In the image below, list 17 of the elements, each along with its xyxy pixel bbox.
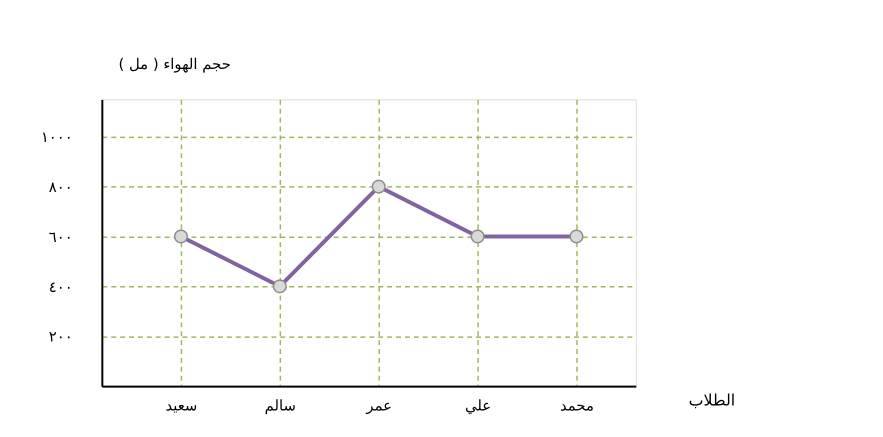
point xyxy=(372,180,386,194)
y-tick-label: ٦٠٠ xyxy=(48,228,73,246)
x-axis-title: الطلاب xyxy=(688,390,736,410)
y-tick-label: ٨٠٠ xyxy=(48,179,73,196)
x-tick-label: عمر xyxy=(365,397,392,414)
y-tick-label: ٤٠٠ xyxy=(48,278,73,296)
y-tick-label: ٢٠٠ xyxy=(48,328,73,346)
y-tick-label: ١٠٠٠ xyxy=(40,129,73,146)
point xyxy=(569,229,584,244)
point xyxy=(174,229,188,244)
point xyxy=(272,279,287,294)
x-tick-label: علي xyxy=(465,397,492,414)
x-tick-label: محمد xyxy=(560,397,594,414)
point xyxy=(470,229,485,244)
y-axis-title: حجم الهواء ( مل ) xyxy=(118,56,231,74)
x-tick-label: سالم xyxy=(264,397,296,414)
x-tick-label: سعيد xyxy=(166,397,198,414)
